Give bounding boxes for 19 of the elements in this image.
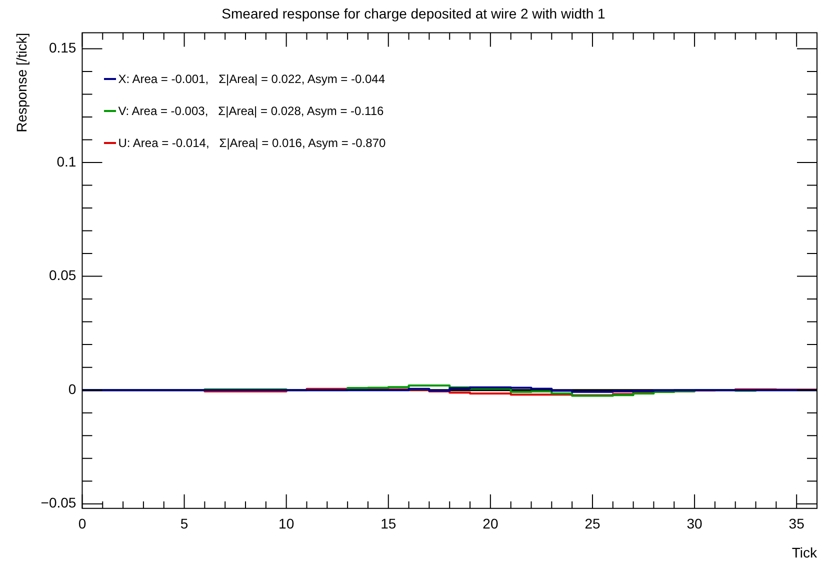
- x-tick-label: 15: [380, 516, 396, 532]
- legend-label: X: Area = -0.001, Σ|Area| = 0.022, Asym = -0.044: [118, 72, 386, 86]
- y-tick-label: 0.05: [48, 267, 76, 284]
- legend-label: V: Area = -0.003, Σ|Area| = 0.028, Asym = -0.116: [118, 104, 384, 118]
- y-tick-label: 0.15: [48, 40, 76, 56]
- x-tick-label: 25: [584, 516, 600, 532]
- x-tick-label: 20: [482, 516, 498, 532]
- y-tick-label: 0: [68, 380, 76, 397]
- legend-label: U: Area = -0.014, Σ|Area| = 0.016, Asym = -0.870: [118, 136, 386, 150]
- x-tick-label: 0: [78, 516, 86, 532]
- x-tick-label: 5: [180, 516, 188, 532]
- y-tick-label: −0.05: [40, 494, 76, 511]
- chart-title: Smeared response for charge deposited at wire 2 with width 1: [222, 5, 606, 22]
- x-tick-label: 35: [788, 516, 805, 532]
- x-axis-title: Tick: [792, 544, 818, 560]
- x-tick-label: 10: [278, 516, 294, 532]
- y-tick-label: 0.1: [56, 153, 76, 170]
- y-axis-title: Response [/tick]: [13, 32, 30, 132]
- x-tick-label: 30: [686, 516, 703, 532]
